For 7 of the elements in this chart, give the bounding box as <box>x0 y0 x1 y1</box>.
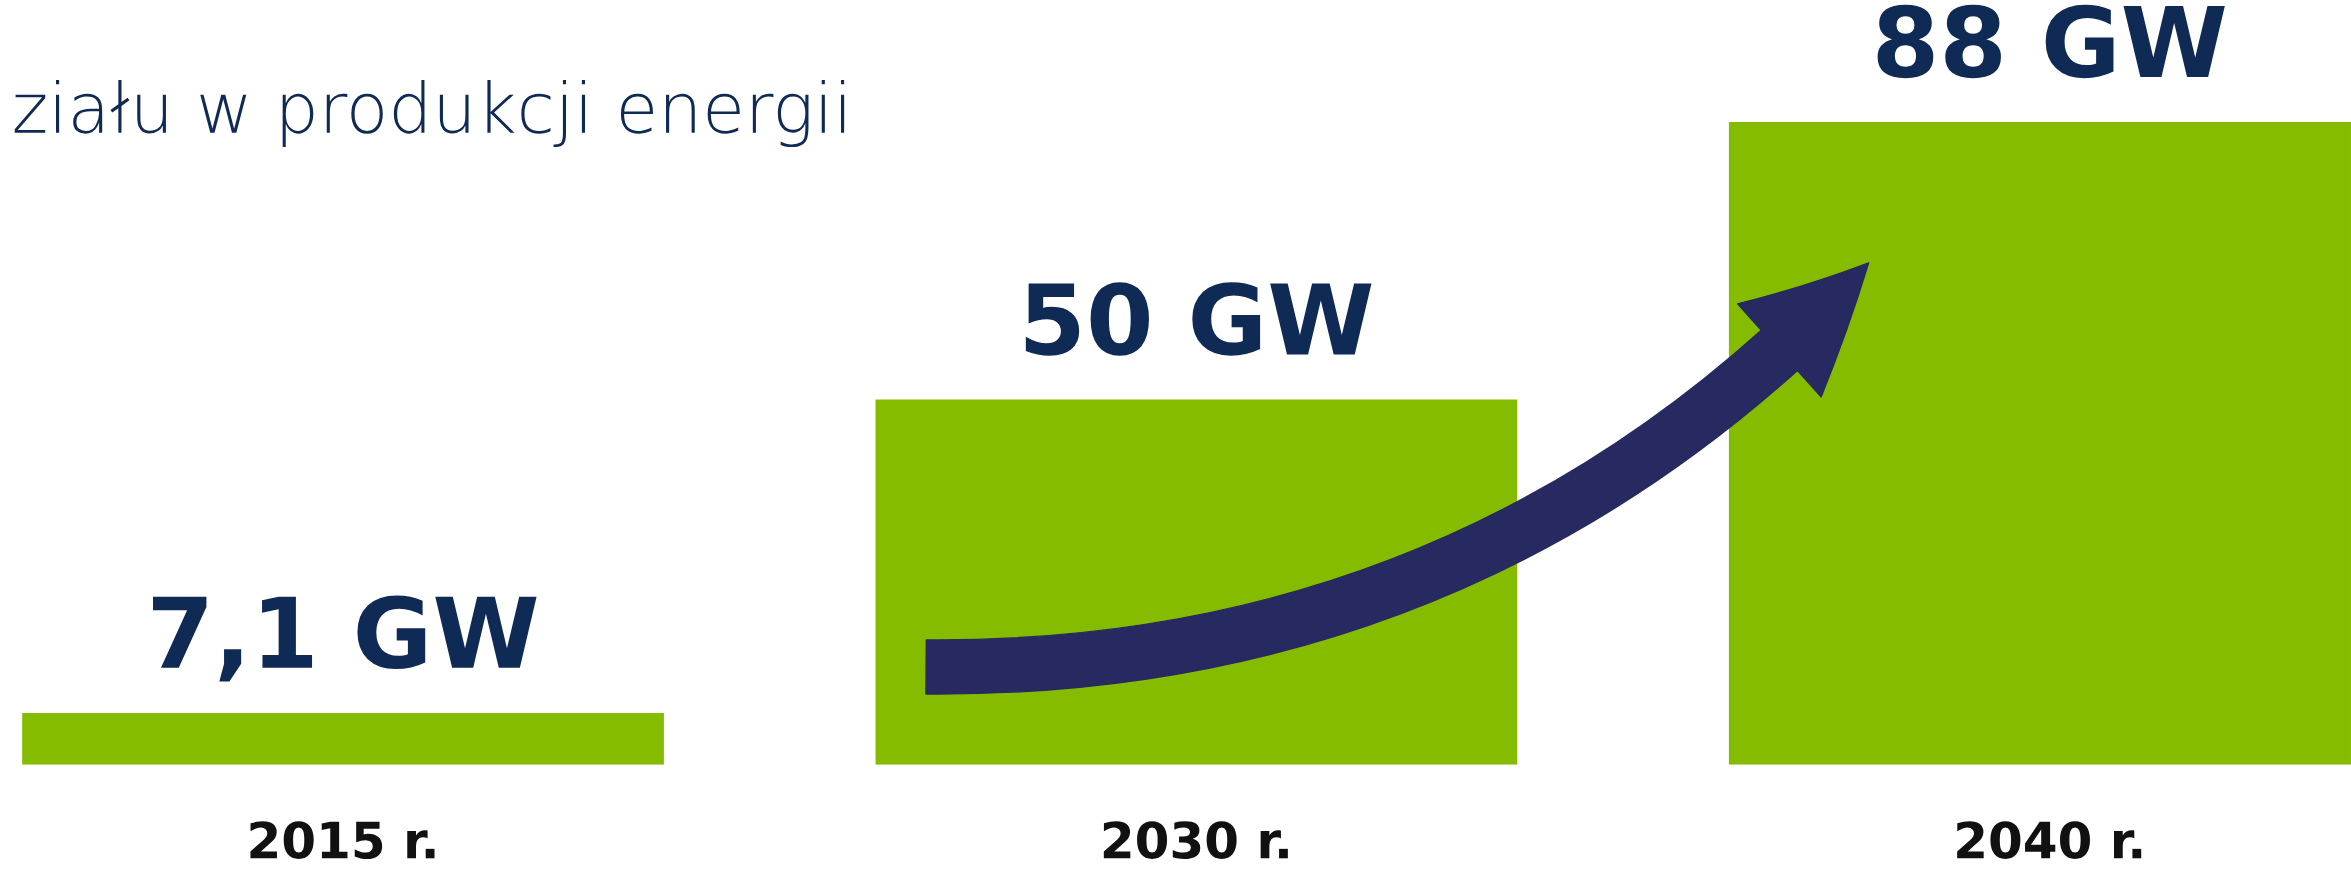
data-label: 88 GW <box>1877 4 2225 79</box>
chart-title: ziału w produkcji energii <box>14 79 845 148</box>
data-label: 7,1 GW <box>153 595 537 682</box>
data-label: 50 GW <box>1025 282 1372 356</box>
x-tick-label: 2040 r. <box>1957 821 2142 860</box>
x-tick-label: 2015 r. <box>250 821 435 860</box>
x-tick-label: 2030 r. <box>1103 821 1288 860</box>
